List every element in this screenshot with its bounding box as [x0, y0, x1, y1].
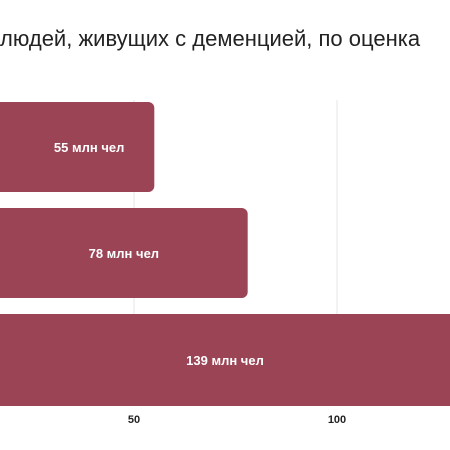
bar-data-label-2: 139 млн чел: [186, 353, 264, 368]
chart-title: людей, живущих с деменцией, по оценка: [0, 26, 421, 51]
x-tick-label-50: 50: [128, 414, 140, 426]
bar-2: [0, 314, 450, 406]
bar-data-label-0: 55 млн чел: [54, 140, 124, 155]
bar-1: [0, 208, 248, 298]
bar-data-label-1: 78 млн чел: [89, 246, 159, 261]
x-tick-label-100: 100: [328, 414, 346, 426]
bar-0: [0, 102, 155, 192]
